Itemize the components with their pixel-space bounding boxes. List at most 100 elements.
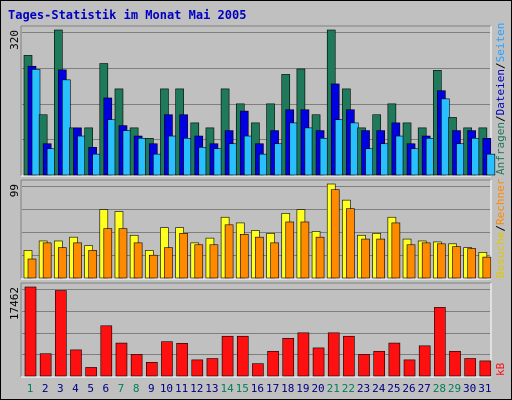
day-label-14: 14 [220,382,234,395]
bar-seiten-day-24 [380,143,390,176]
bar-seiten-day-3 [62,79,71,176]
bar-kb-day-10 [161,341,173,377]
bar-rechner-day-22 [346,208,355,279]
day-label-30: 30 [463,382,476,395]
bar-rechner-day-25 [391,222,401,279]
bar-kb-day-9 [145,361,158,377]
bar-rechner-day-16 [255,236,264,279]
bar-rechner-day-19 [300,221,310,279]
day-label-15: 15 [236,382,249,395]
bar-seiten-day-5 [92,153,101,176]
bar-rechner-day-4 [73,242,82,279]
bar-kb-day-17 [267,350,279,377]
bar-rechner-day-28 [437,243,446,279]
bar-kb-day-30 [464,358,476,377]
bar-rechner-day-2 [42,242,52,279]
bar-rechner-day-11 [179,233,188,279]
bar-seiten-day-27 [425,137,435,176]
day-label-26: 26 [402,382,415,395]
bar-seiten-day-6 [107,119,117,176]
day-label-29: 29 [448,382,461,395]
bar-kb-day-4 [70,349,82,377]
max-value-label-middle: 99 [8,184,21,197]
bar-seiten-day-30 [471,137,480,176]
legend-top-part-1: / [494,115,507,122]
bar-kb-day-11 [176,342,188,377]
bar-seiten-day-28 [441,98,450,176]
bar-seiten-day-26 [410,148,420,176]
bar-kb-day-29 [449,350,461,377]
bar-rechner-day-6 [103,228,113,279]
day-label-11: 11 [175,382,188,395]
bar-kb-day-25 [388,342,401,377]
bar-kb-day-22 [343,335,355,377]
day-label-16: 16 [251,382,264,395]
legend-middle-part-2: Rechner [494,178,507,225]
bar-kb-day-1 [24,286,37,377]
bar-seiten-day-13 [213,148,223,176]
bar-seiten-day-20 [319,137,329,176]
bar-rechner-day-15 [239,234,249,279]
bar-seiten-day-23 [365,148,374,176]
bar-rechner-day-20 [315,236,325,279]
bar-rechner-day-12 [194,244,204,279]
bar-kb-day-8 [130,354,143,377]
day-label-13: 13 [205,382,218,395]
bar-seiten-day-2 [46,148,56,176]
bar-rechner-day-7 [118,228,128,279]
day-label-20: 20 [311,382,324,395]
bar-seiten-day-31 [486,153,496,176]
bar-rechner-day-23 [361,238,370,279]
bar-rechner-day-13 [209,244,219,279]
max-value-label-top: 320 [8,30,21,50]
legend-middle-part-0: Besuche [494,232,507,278]
bar-seiten-day-12 [198,147,208,176]
bar-rechner-day-5 [88,250,97,279]
day-label-17: 17 [266,382,279,395]
bar-kb-day-28 [434,307,446,377]
bar-rechner-day-9 [148,254,158,279]
bar-kb-day-24 [373,350,386,377]
bar-seiten-day-21 [334,119,344,176]
bar-kb-day-6 [100,325,113,377]
day-label-9: 9 [148,382,155,395]
day-label-6: 6 [102,382,109,395]
bar-kb-day-18 [282,337,295,377]
day-label-21: 21 [327,382,340,395]
legend-top-part-0: Anfragen [494,122,507,175]
bar-rechner-day-3 [58,247,67,279]
day-label-19: 19 [296,382,309,395]
day-label-12: 12 [190,382,203,395]
bar-kb-day-21 [327,332,340,377]
bar-rechner-day-24 [376,238,386,279]
bar-seiten-day-11 [183,137,192,176]
bar-seiten-day-10 [168,135,177,176]
bar-kb-day-16 [252,363,264,377]
bar-rechner-day-18 [285,221,295,279]
bar-seiten-day-4 [77,135,86,176]
legend-bottom: kB [494,362,507,376]
bar-seiten-day-17 [274,143,283,176]
bar-seiten-day-18 [289,122,299,176]
bar-kb-day-23 [358,354,370,377]
day-label-25: 25 [387,382,400,395]
bar-kb-day-13 [206,358,219,377]
day-label-5: 5 [87,382,94,395]
day-label-2: 2 [42,382,49,395]
bar-seiten-day-25 [395,135,405,176]
bar-rechner-day-1 [27,258,37,279]
max-value-label-bottom: 17462 [8,287,21,320]
legend-bottom-part-0: kB [494,362,507,376]
day-label-28: 28 [433,382,446,395]
bar-kb-day-3 [55,290,67,377]
bar-seiten-day-1 [31,69,41,176]
bar-seiten-day-16 [259,153,268,176]
bar-kb-day-27 [418,345,431,377]
bar-kb-day-31 [479,360,492,377]
bar-seiten-day-8 [137,137,147,176]
bar-rechner-day-17 [270,242,279,279]
legend-middle-part-1: / [494,225,507,232]
day-label-23: 23 [357,382,370,395]
bar-seiten-day-19 [304,127,314,176]
bar-rechner-day-29 [452,246,461,279]
